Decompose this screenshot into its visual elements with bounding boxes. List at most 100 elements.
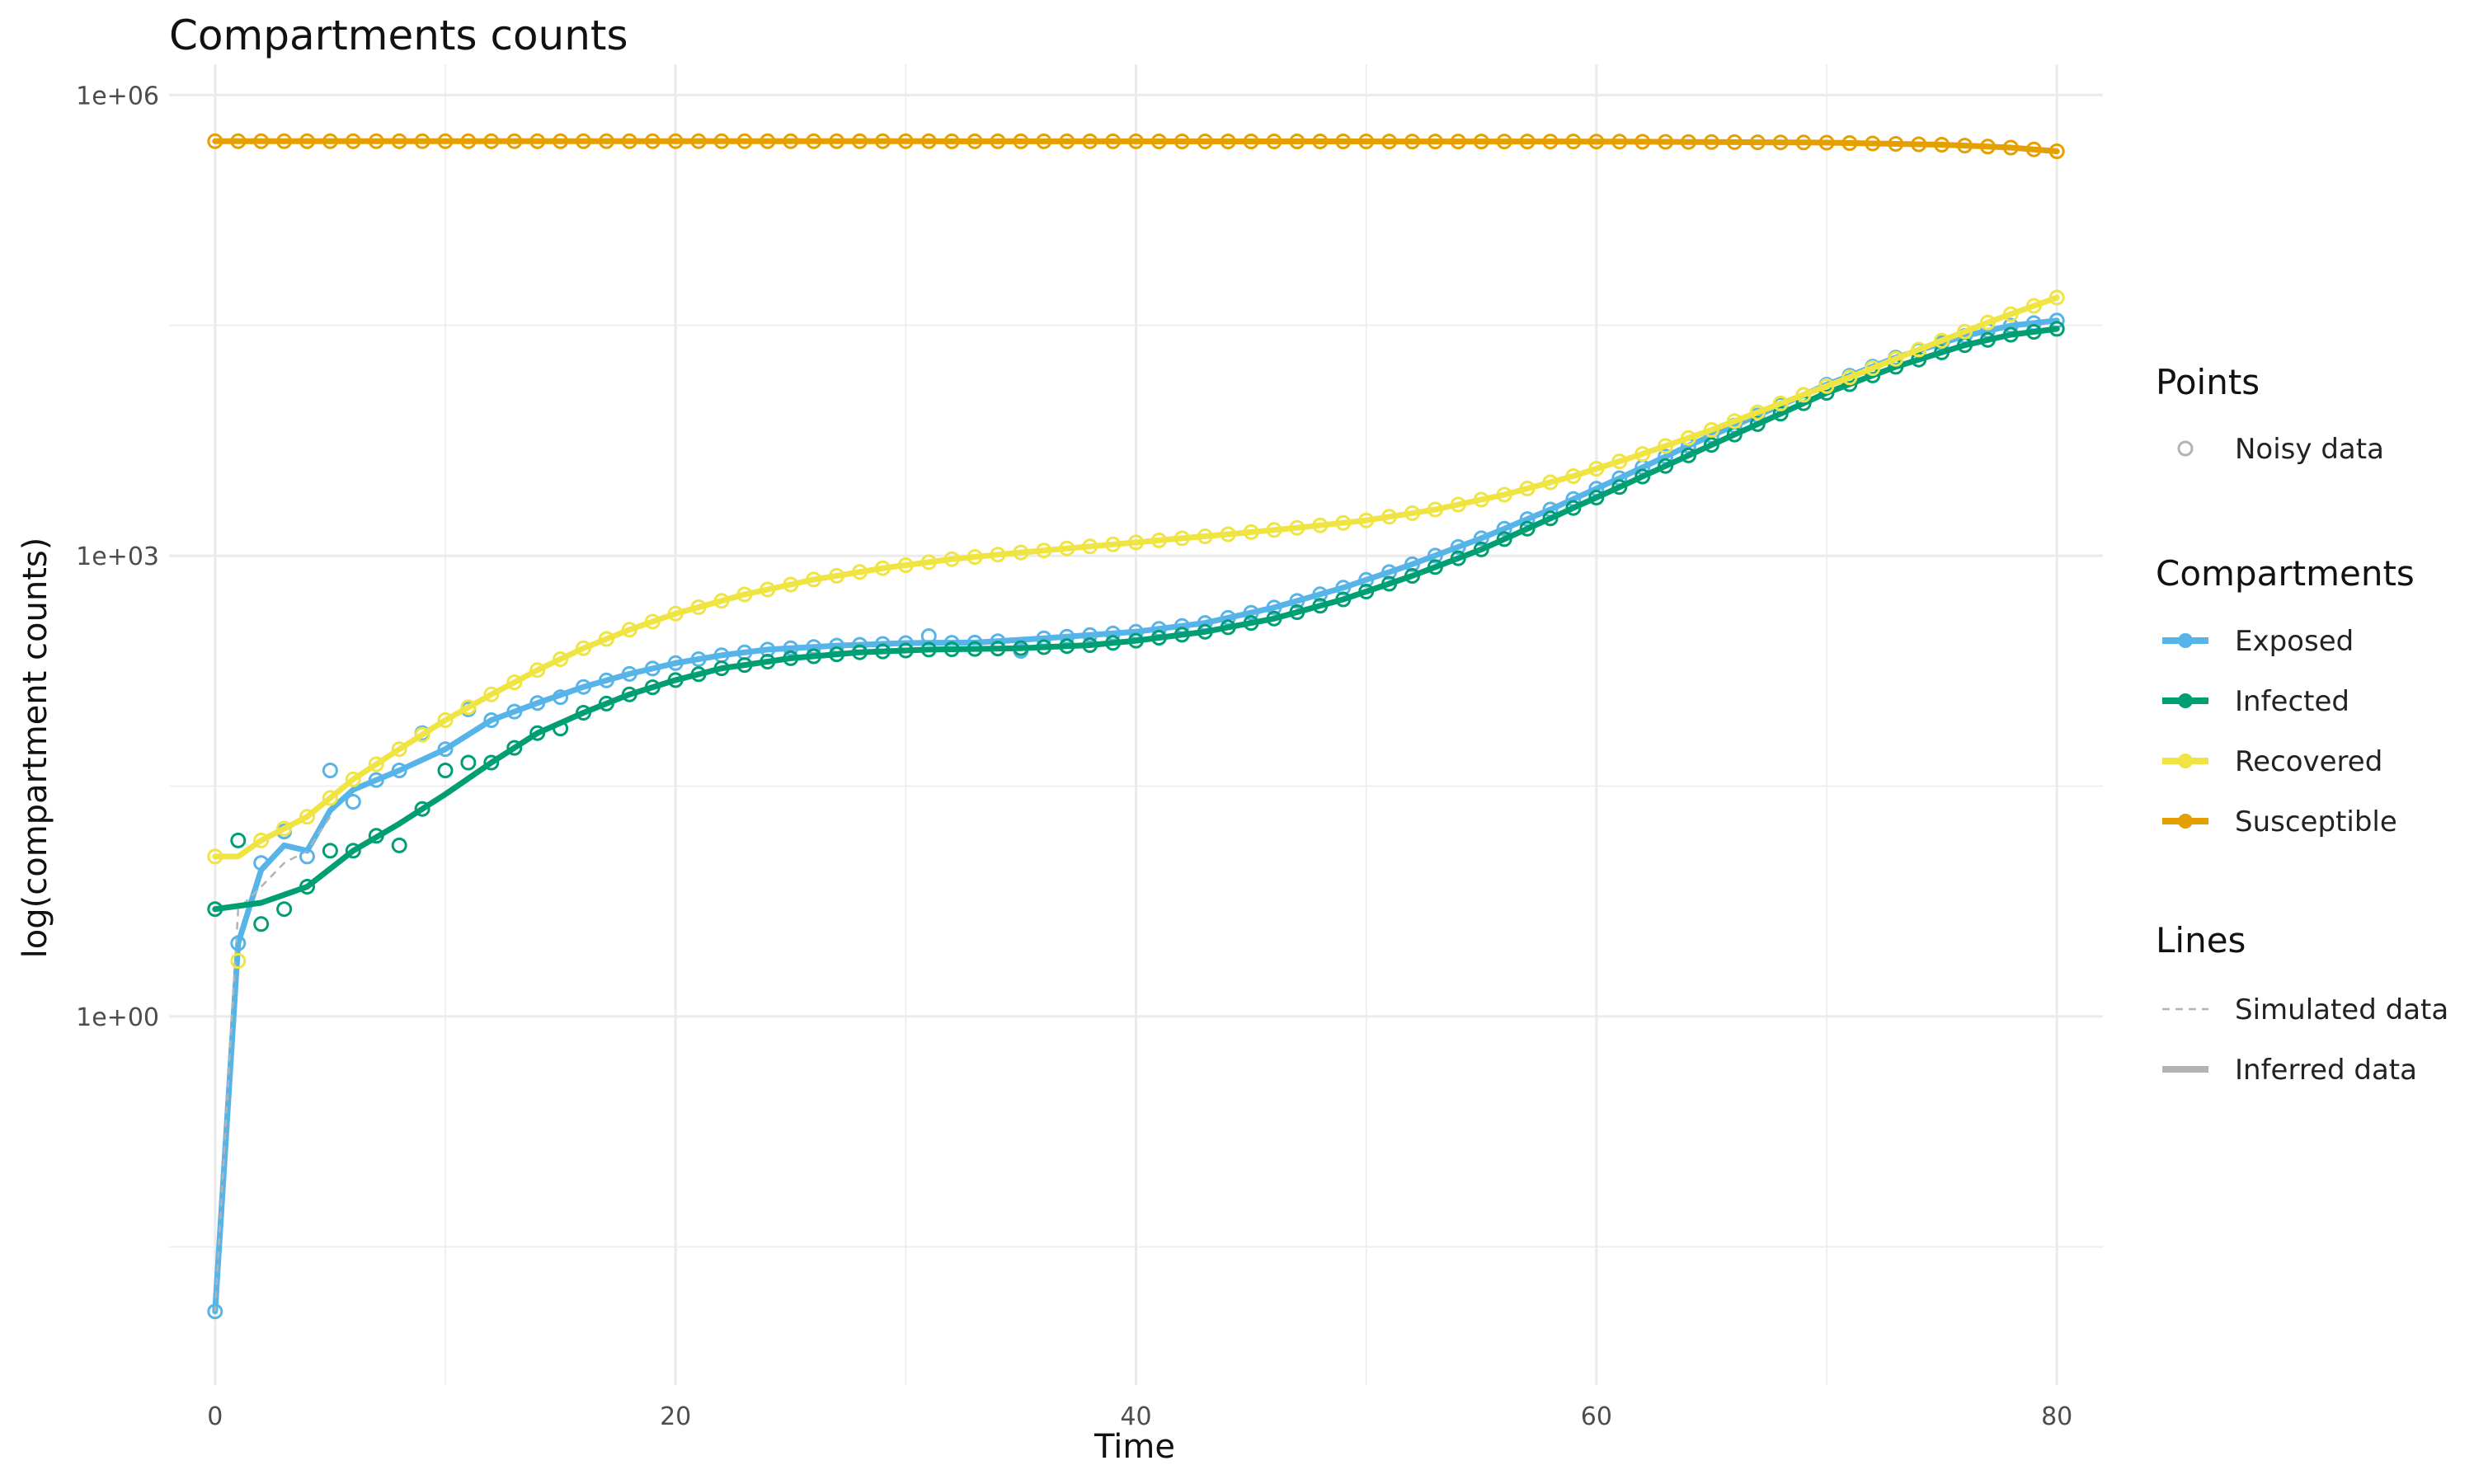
noisy-point-recovered	[529, 662, 546, 679]
noisy-point-infected	[1519, 520, 1536, 537]
noisy-point-susceptible	[1865, 135, 1881, 152]
legend-inferred-label: Inferred data	[2235, 1054, 2417, 1087]
noisy-point-recovered	[1934, 332, 1950, 349]
noisy-point-exposed	[1358, 571, 1375, 588]
noisy-point-recovered	[1473, 491, 1489, 508]
series-layer	[207, 133, 2065, 1320]
noisy-point-infected	[1404, 568, 1420, 584]
noisy-point-susceptible	[1934, 137, 1950, 153]
noisy-point-recovered	[1381, 509, 1398, 525]
noisy-point-infected	[437, 763, 454, 778]
noisy-point-susceptible	[1473, 134, 1489, 150]
noisy-point-infected	[829, 646, 845, 663]
legend-susceptible-label: Susceptible	[2235, 805, 2397, 838]
legend-infected-label: Infected	[2235, 685, 2349, 718]
noisy-point-infected	[1611, 479, 1628, 495]
noisy-point-susceptible	[967, 133, 983, 149]
noisy-point-recovered	[1358, 512, 1375, 528]
noisy-point-recovered	[1542, 474, 1559, 491]
noisy-point-infected	[1335, 591, 1352, 608]
noisy-point-susceptible	[1220, 134, 1236, 149]
noisy-point-recovered	[713, 593, 730, 609]
noisy-point-susceptible	[576, 133, 591, 149]
noisy-point-infected	[1450, 550, 1466, 566]
noisy-point-susceptible	[1427, 134, 1443, 150]
noisy-point-susceptible	[207, 133, 223, 149]
noisy-point-recovered	[230, 953, 247, 969]
noisy-point-recovered	[1174, 530, 1190, 547]
noisy-point-recovered	[2048, 289, 2065, 306]
noisy-point-infected	[1082, 637, 1098, 653]
noisy-point-susceptible	[1266, 134, 1282, 149]
noisy-point-recovered	[460, 699, 477, 716]
noisy-point-infected	[806, 648, 822, 665]
noisy-point-infected	[1565, 500, 1582, 516]
noisy-point-susceptible	[2025, 141, 2042, 157]
noisy-point-susceptible	[1496, 134, 1512, 150]
noisy-point-susceptible	[1611, 134, 1628, 150]
noisy-point-infected	[1542, 510, 1559, 527]
noisy-point-exposed	[322, 763, 338, 778]
noisy-point-susceptible	[1772, 134, 1789, 151]
noisy-point-susceptible	[1312, 134, 1329, 149]
noisy-point-susceptible	[1519, 134, 1536, 150]
x-tick-label: 20	[660, 1402, 691, 1431]
noisy-point-susceptible	[1036, 133, 1052, 149]
noisy-point-infected	[1243, 615, 1259, 632]
noisy-point-recovered	[1036, 542, 1052, 559]
noisy-point-susceptible	[1841, 135, 1858, 151]
noisy-point-recovered	[690, 599, 707, 615]
legend-lines-title: Lines	[2156, 920, 2246, 960]
noisy-point-infected	[1496, 531, 1512, 547]
noisy-point-infected	[1150, 630, 1167, 646]
noisy-point-recovered	[897, 557, 914, 573]
noisy-point-susceptible	[1450, 134, 1466, 150]
noisy-point-infected	[598, 695, 614, 711]
x-axis-title: Time	[1094, 1428, 1175, 1466]
noisy-point-exposed	[667, 655, 684, 671]
noisy-point-recovered	[414, 726, 430, 743]
noisy-point-susceptible	[852, 133, 868, 149]
noisy-point-susceptible	[829, 133, 845, 149]
noisy-point-recovered	[437, 712, 454, 728]
noisy-point-recovered	[1427, 501, 1443, 518]
noisy-point-susceptible	[1888, 136, 1904, 152]
noisy-point-susceptible	[299, 133, 315, 149]
noisy-point-infected	[1220, 619, 1236, 636]
legend-recovered-label: Recovered	[2235, 745, 2382, 778]
noisy-point-susceptible	[621, 133, 637, 149]
noisy-point-susceptible	[1957, 138, 1973, 154]
noisy-point-susceptible	[1289, 134, 1305, 149]
x-tick-label: 80	[2041, 1402, 2072, 1431]
noisy-point-susceptible	[1404, 134, 1420, 150]
noisy-point-recovered	[667, 605, 684, 622]
noisy-point-infected	[368, 828, 384, 844]
noisy-point-infected	[1059, 638, 1075, 655]
noisy-point-exposed	[644, 660, 661, 677]
inferred-line-exposed	[212, 317, 2060, 1315]
noisy-point-recovered	[1703, 421, 1719, 438]
x-tick-label: 60	[1581, 1402, 1612, 1431]
legend-exposed-marker	[2178, 633, 2193, 648]
noisy-point-infected	[207, 901, 223, 918]
noisy-point-susceptible	[1795, 134, 1812, 151]
series-infected	[207, 321, 2065, 932]
noisy-point-infected	[1289, 604, 1305, 620]
noisy-point-susceptible	[990, 133, 1006, 149]
noisy-point-susceptible	[1082, 133, 1098, 149]
noisy-point-infected	[460, 754, 477, 771]
noisy-point-recovered	[1634, 446, 1651, 463]
noisy-point-susceptible	[391, 133, 407, 149]
noisy-point-infected	[1749, 416, 1766, 432]
noisy-point-infected	[345, 843, 361, 859]
noisy-point-recovered	[1105, 536, 1122, 552]
noisy-point-recovered	[1865, 360, 1881, 376]
noisy-point-infected	[1588, 490, 1605, 505]
legend-compartments: Exposed Infected Recovered Susceptible	[2162, 625, 2397, 838]
noisy-point-infected	[391, 837, 407, 853]
noisy-point-recovered	[1312, 517, 1329, 533]
noisy-point-recovered	[598, 631, 614, 647]
noisy-point-recovered	[1726, 413, 1743, 430]
noisy-point-recovered	[1588, 461, 1605, 477]
noisy-point-recovered	[1266, 522, 1282, 538]
